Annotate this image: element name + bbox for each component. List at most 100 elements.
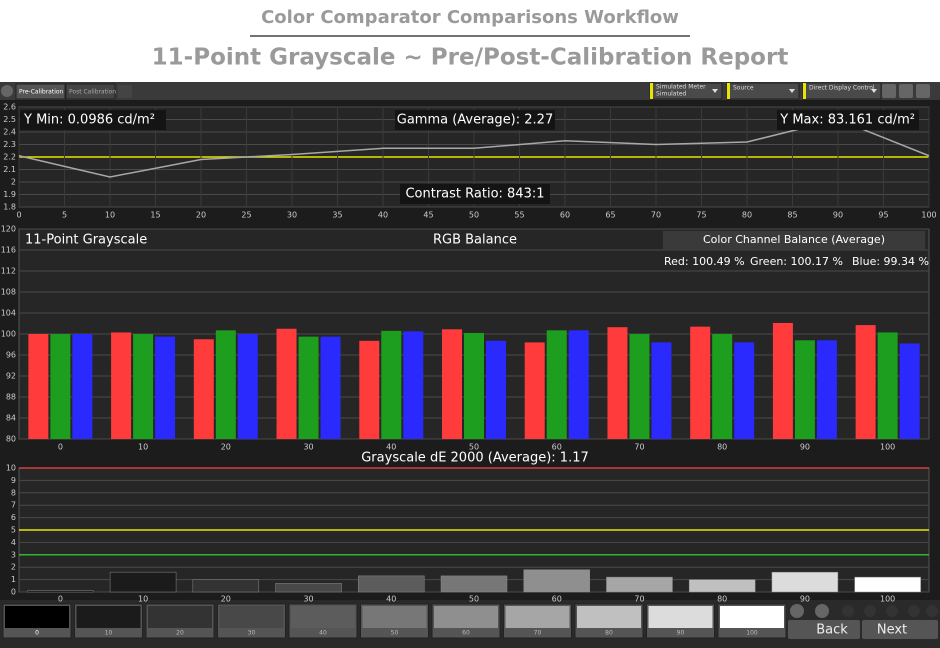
bar [403,331,424,439]
page-title: Color Comparator Comparisons Workflow [261,7,679,28]
swatch-label: 0 [35,630,39,637]
x-tick-label: 10 [138,443,148,452]
x-tick-label: 50 [469,211,479,220]
gamma-line [18,118,930,178]
dropdown-marker [803,83,806,99]
swatch-color [5,606,69,628]
dropdown-arrow [871,89,877,93]
annotation: 11-Point Grayscale [25,233,147,248]
y-tick-label: 2.1 [3,165,16,174]
x-tick-label: 65 [605,211,615,220]
bar [606,576,673,593]
x-tick-label: 90 [833,211,843,220]
annotation: Green: 100.17 % [750,255,843,268]
page-subtitle: 11-Point Grayscale ~ Pre/Post-Calibratio… [152,45,789,71]
annotation: Red: 100.49 % [664,255,745,268]
x-tick-label: 10 [105,211,115,220]
tab-label: Pre-Calibration [19,89,64,96]
y-tick-label: 1.8 [3,203,16,212]
dropdown-arrow [712,89,718,93]
dropdown-label: Simulated [656,91,687,98]
swatch-color [434,606,498,628]
back-button[interactable] [788,620,860,639]
bar [50,334,71,439]
menu-button[interactable] [1,85,13,97]
bar [215,330,236,439]
x-tick-label: 5 [62,211,67,220]
x-tick-label: 75 [696,211,706,220]
swatch-label: 100 [746,630,758,637]
bar [712,334,733,439]
bar [111,332,132,439]
x-tick-label: 60 [552,595,562,604]
y-tick-label: 4 [11,538,16,547]
bar [72,334,93,439]
annotation-box [663,231,925,250]
bar [192,579,260,593]
x-tick-label: 95 [878,211,888,220]
media-button[interactable] [815,604,829,618]
tab[interactable] [65,83,116,100]
media-button[interactable] [790,604,804,618]
annotation: Gamma (Average): 2.27 [397,113,553,128]
swatch-label: 40 [319,630,327,637]
y-tick-label: 2.4 [3,128,16,137]
y-tick-label: 80 [6,435,16,444]
y-tick-label: 108 [1,288,16,297]
y-tick-label: 1.9 [3,190,16,199]
x-tick-label: 20 [196,211,206,220]
tool-button[interactable] [882,84,896,98]
x-tick-label: 80 [717,595,727,604]
bar [298,336,319,439]
tab[interactable] [15,83,66,100]
x-tick-label: 80 [717,443,727,452]
bar [877,332,898,439]
bar [568,330,589,439]
y-tick-label: 2.6 [3,103,16,112]
y-tick-label: 0 [11,588,16,597]
annotation: Contrast Ratio: 843:1 [405,187,544,202]
bar [28,334,49,439]
indicator [886,605,898,617]
swatch-color [219,606,284,628]
x-tick-label: 70 [651,211,661,220]
tab-label: Post Calibration [69,89,116,96]
tool-button[interactable] [916,84,930,98]
tool-button[interactable] [899,84,913,98]
swatch-color [648,606,713,628]
y-tick-label: 88 [6,393,16,402]
annotation: Color Channel Balance (Average) [703,233,885,246]
dropdown-label: Source [733,85,754,92]
x-tick-label: 60 [560,211,570,220]
bar [546,330,567,439]
bar [381,330,402,439]
swatch-color [76,606,141,628]
bar [155,336,176,439]
y-tick-label: 2 [11,178,16,187]
y-tick-label: 7 [11,501,16,510]
x-tick-label: 70 [634,595,644,604]
next-button[interactable] [862,620,938,639]
y-tick-label: 1 [11,575,16,584]
y-tick-label: 84 [6,414,16,423]
swatch-label: 50 [391,630,399,637]
add-tab[interactable] [118,85,132,98]
bar [524,342,545,439]
annotation: Blue: 99.34 % [852,255,929,268]
swatch-color [720,606,784,628]
x-tick-label: 0 [58,443,63,452]
swatch-label: 70 [534,630,542,637]
swatch-color [577,606,641,628]
y-tick-label: 104 [1,309,16,318]
dropdown-marker [727,83,730,99]
back-label: Back [816,623,848,638]
annotation-box [20,110,166,130]
y-tick-label: 112 [1,267,16,276]
bar [320,336,341,439]
annotation-box [777,110,919,130]
bar [358,575,425,593]
x-tick-label: 40 [386,595,396,604]
x-tick-label: 100 [880,595,895,604]
bar [193,339,214,439]
x-tick-label: 0 [58,595,63,604]
